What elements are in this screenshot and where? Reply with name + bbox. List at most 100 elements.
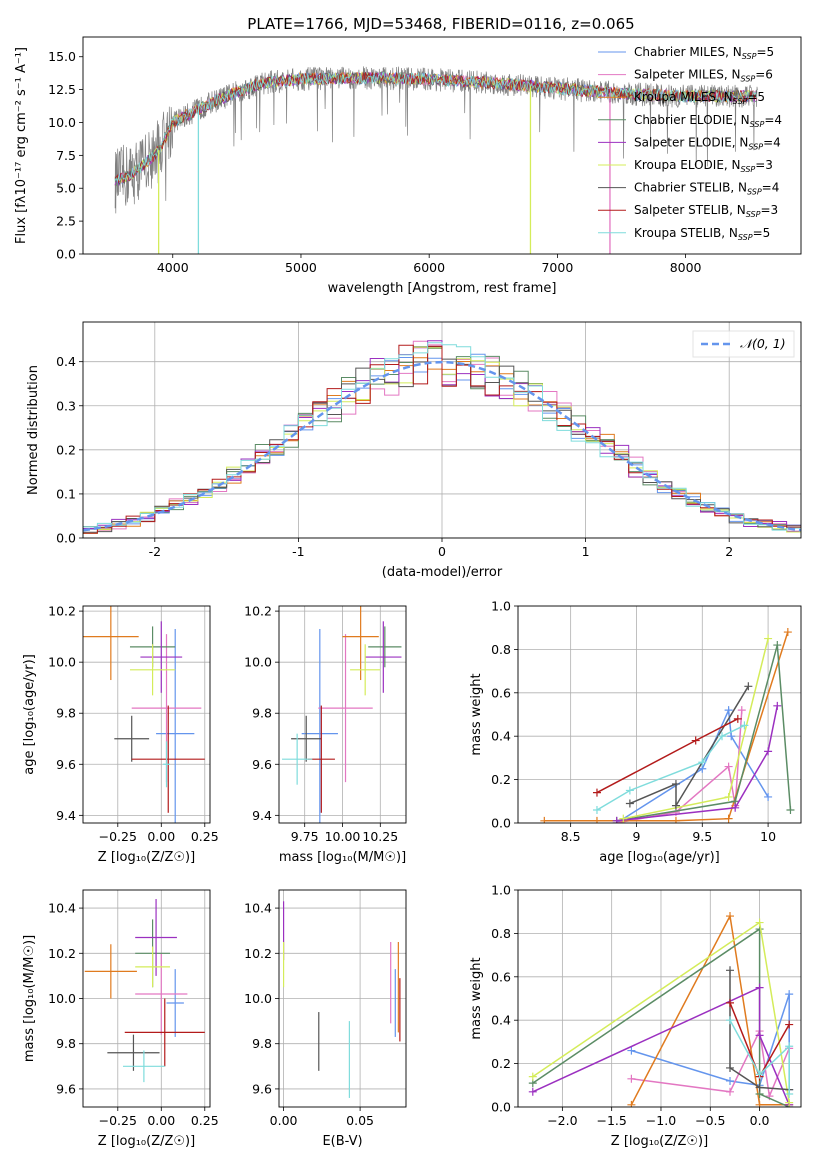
weight-line (629, 685, 749, 809)
x-tick-label: 0.0 (750, 1113, 770, 1128)
y-tick-label: 1.0 (491, 883, 511, 898)
y-tick-label: 0.1 (56, 486, 76, 501)
weight-marker (785, 1020, 794, 1029)
weight-marker (785, 1042, 794, 1051)
x-tick-label: 4000 (157, 260, 189, 275)
spectrum-model-line (114, 71, 757, 183)
weight-marker (540, 816, 549, 823)
age_vs_mass-frame (278, 605, 407, 824)
age_vs_Z-frame (82, 605, 211, 824)
legend-label: Kroupa MILES, NSSP=5 (634, 90, 765, 106)
x-tick-label: −1.0 (646, 1113, 676, 1128)
y-tick-label: 0.4 (56, 354, 76, 369)
x-tick-label: 1 (582, 544, 590, 559)
y-tick-label: 0.0 (56, 247, 76, 262)
weight-marker (726, 912, 735, 921)
y-tick-label: 0.8 (491, 642, 511, 657)
x-tick-label: 0.25 (191, 1113, 219, 1128)
massweight_vs_age-plot (518, 606, 801, 823)
weight-line (729, 1019, 790, 1094)
y-tick-label: 9.4 (252, 808, 272, 823)
weight-marker (671, 779, 680, 788)
residuals-frame (82, 321, 802, 539)
weight-marker (755, 983, 764, 992)
y-tick-label: 10.0 (244, 991, 272, 1006)
y-tick-label: 10.0 (48, 115, 76, 130)
weight-marker (724, 706, 733, 715)
x-tick-label: 9 (632, 829, 640, 844)
y-tick-label: 0.2 (56, 442, 76, 457)
spectrum-model-line (114, 70, 757, 185)
massweight_vs_Z-plot (518, 890, 801, 1107)
x-axis-label: Z [log₁₀(Z/Z☉)] (611, 1134, 708, 1149)
weight-marker (592, 805, 601, 814)
weight-line (630, 913, 790, 1106)
weight-marker (671, 816, 680, 823)
massweight_vs_Z-axes: −2.0 −1.5 −1.0 −0.5 0.0 0.0 0.2 0.4 0.6 0.8 1.0 Z [… (469, 883, 802, 1149)
weight-marker (755, 1070, 764, 1079)
weight-marker (726, 1063, 735, 1072)
weight-marker (528, 1087, 537, 1096)
y-tick-label: 10.2 (244, 604, 272, 619)
weight-marker (733, 714, 742, 723)
y-tick-label: 0.2 (491, 1056, 511, 1071)
x-tick-label: 8.5 (561, 829, 581, 844)
legend-label: Salpeter STELIB, NSSP=3 (634, 203, 778, 219)
x-axis-label: (data-model)/error (382, 565, 503, 580)
x-tick-label: 0.05 (346, 1113, 374, 1128)
y-tick-label: 5.0 (56, 181, 76, 196)
mass_vs_Z-axes: −0.25 0.00 0.25 9.6 9.8 10.0 10.2 10.4 Z [log₁₀(… (22, 889, 219, 1149)
y-tick-label: 0.4 (491, 1013, 511, 1028)
y-tick-label: 0.3 (56, 398, 76, 413)
weight-marker (724, 814, 733, 823)
weight-marker (744, 682, 753, 691)
y-tick-label: 15.0 (48, 49, 76, 64)
y-tick-label: 10.0 (48, 991, 76, 1006)
x-tick-label: 6000 (413, 260, 445, 275)
y-tick-label: 10.2 (48, 604, 76, 619)
weight-line (623, 638, 769, 820)
x-tick-label: 9.75 (291, 829, 319, 844)
legend-label: Kroupa STELIB, NSSP=5 (634, 226, 770, 242)
spectrum-plot (114, 66, 758, 254)
spectrum-legend: Chabrier MILES, NSSP=5 Salpeter MILES, NS… (598, 45, 782, 242)
age_vs_Z-axes: −0.25 0.00 0.25 9.4 9.6 9.8 10.0 10.2 Z [log₁₀(Z… (22, 604, 219, 865)
y-tick-label: 10.2 (244, 946, 272, 961)
weight-marker (737, 706, 746, 715)
weight-marker (773, 641, 782, 650)
weight-marker (726, 998, 735, 1007)
x-tick-label: 10.25 (362, 829, 398, 844)
legend-label: Chabrier STELIB, NSSP=4 (634, 181, 779, 197)
weight-marker (785, 990, 794, 999)
weight-marker (785, 1089, 794, 1098)
x-tick-label: 0.00 (270, 1113, 298, 1128)
massweight_vs_age-axes: 8.5 9 9.5 10 0.0 0.2 0.4 0.6 0.8 1.0 age [log₁₀(ag… (469, 599, 802, 865)
mass_vs_ebv-axes: 0.00 0.05 9.6 9.8 10.0 10.2 10.4 E(B-V) (244, 889, 407, 1149)
weight-marker (592, 788, 601, 797)
age_vs_Z-plot (83, 606, 210, 823)
y-tick-label: 10.2 (48, 946, 76, 961)
x-tick-label: −0.25 (99, 1113, 137, 1128)
x-axis-label: Z [log₁₀(Z/Z☉)] (98, 1134, 195, 1149)
x-tick-label: 5000 (285, 260, 317, 275)
weight-marker (755, 1083, 764, 1092)
weight-marker (755, 1100, 764, 1107)
normal-curve (83, 360, 801, 532)
x-tick-label: 10 (760, 829, 776, 844)
y-tick-label: 9.8 (252, 1036, 272, 1051)
weight-line (616, 705, 779, 822)
y-axis-label: Flux [fλ10⁻¹⁷ erg cm⁻² s⁻¹ A⁻¹] (14, 47, 29, 244)
y-tick-label: 9.6 (56, 1081, 76, 1096)
residual-histogram (83, 342, 801, 531)
weight-marker (726, 1076, 735, 1085)
x-tick-label: −0.5 (695, 1113, 725, 1128)
y-tick-label: 0.6 (491, 969, 511, 984)
weight-marker (786, 805, 795, 814)
y-tick-label: 1.0 (491, 599, 511, 614)
spectrum-frame (82, 36, 802, 255)
weight-marker (764, 792, 773, 801)
x-tick-label: 0 (438, 544, 446, 559)
residuals-legend-box (692, 330, 795, 358)
y-tick-label: 10.0 (48, 655, 76, 670)
legend-label: Chabrier MILES, NSSP=5 (634, 45, 774, 61)
